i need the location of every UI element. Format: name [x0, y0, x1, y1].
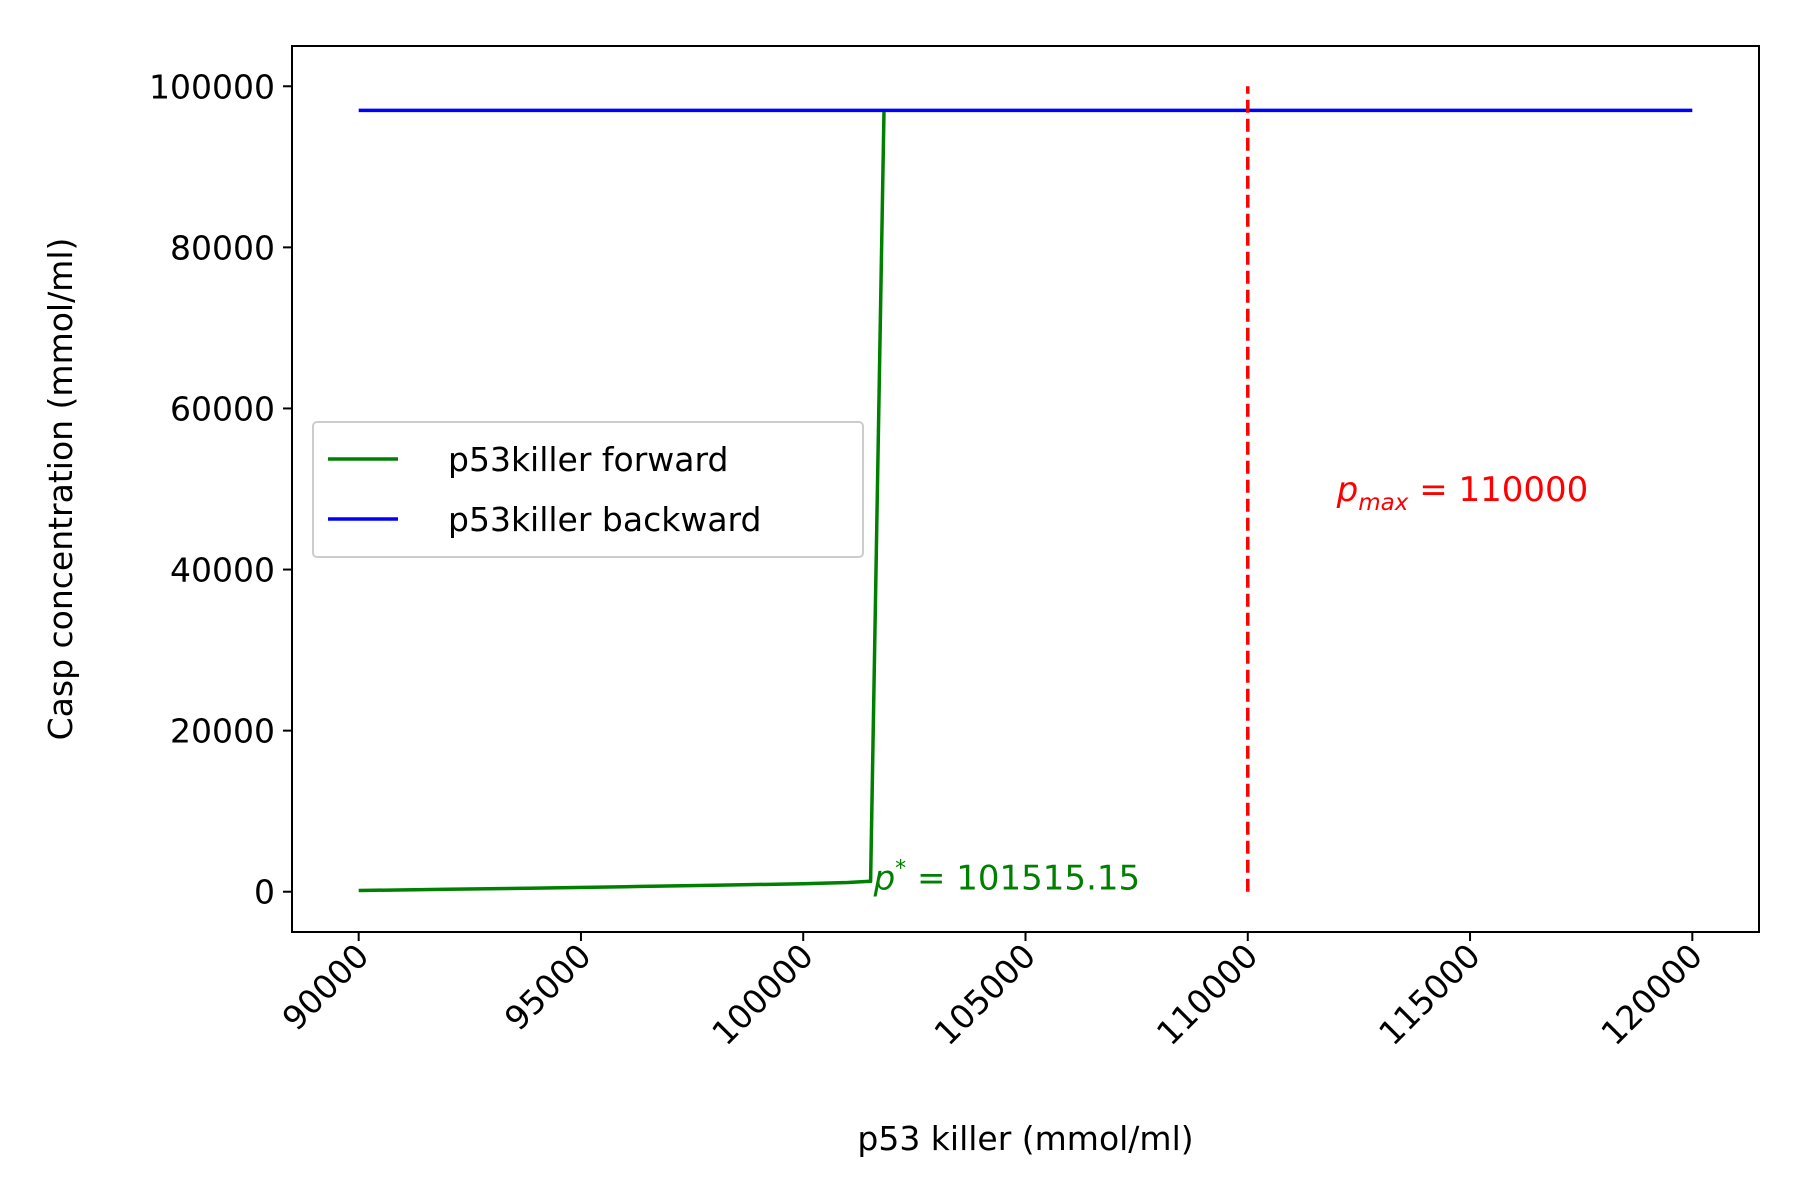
x-tick-label: 110000: [1149, 936, 1266, 1053]
annotation-value: = 110000: [1408, 470, 1588, 510]
annotation-superscript: *: [895, 857, 906, 882]
y-tick-label: 100000: [149, 67, 275, 106]
annotation-value: = 101515.15: [906, 859, 1140, 899]
legend-label-forward: p53killer forward: [448, 440, 728, 479]
plot-layer: [358, 86, 1693, 893]
y-tick-label: 40000: [170, 551, 275, 590]
y-tick-label: 80000: [170, 228, 275, 267]
annotation-subscript: max: [1358, 490, 1408, 516]
legend-label-backward: p53killer backward: [448, 500, 761, 539]
annotation-pmax: pmax = 110000: [1336, 470, 1589, 516]
annotation-pstar: p* = 101515.15: [873, 857, 1141, 899]
y-tick-label: 0: [254, 873, 275, 912]
annotation-symbol: p: [873, 859, 896, 899]
annotation-symbol: p: [1336, 470, 1359, 510]
x-tick-label: 100000: [704, 936, 821, 1053]
y-axis-title: Casp concentration (mmol/ml): [41, 238, 80, 741]
x-axis-title: p53 killer (mmol/ml): [857, 1119, 1193, 1158]
series-line-forward: [358, 110, 886, 893]
x-tick-label: 115000: [1371, 936, 1488, 1053]
legend-box: [312, 421, 864, 558]
x-tick-label: 120000: [1593, 936, 1710, 1053]
x-tick-label: 105000: [926, 936, 1043, 1053]
x-axis-ticks: 90000 95000 100000 105000 110000 115000 120000: [275, 932, 1710, 1053]
y-axis-ticks: 0 20000 40000 60000 80000 100000: [149, 67, 292, 912]
x-tick-label: 90000: [275, 936, 377, 1038]
y-tick-label: 60000: [170, 389, 275, 428]
legend: p53killer forward p53killer backward: [312, 421, 864, 558]
x-tick-label: 95000: [497, 936, 599, 1038]
y-tick-label: 20000: [170, 712, 275, 751]
